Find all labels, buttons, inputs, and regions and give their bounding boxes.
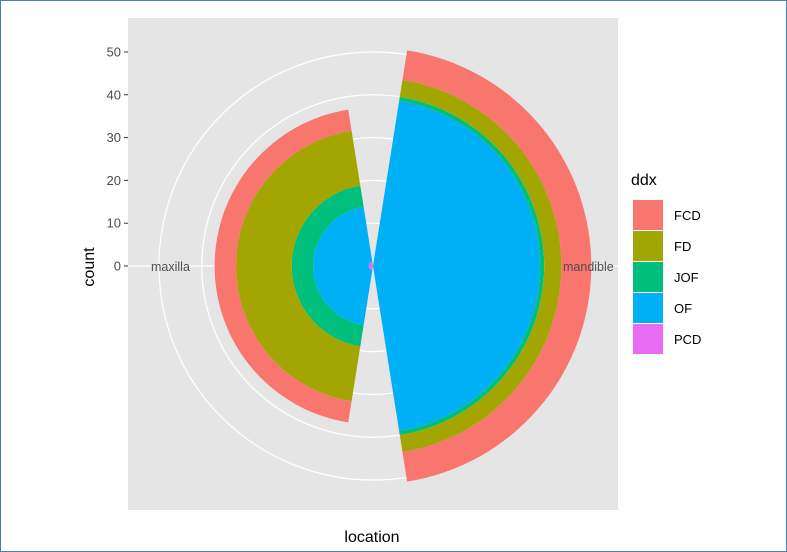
y-tick-label-20: 20 — [107, 173, 121, 188]
bar-mandible-FCD — [402, 50, 592, 482]
legend-label-FCD: FCD — [674, 208, 701, 223]
y-tick-label-40: 40 — [107, 87, 121, 102]
y-tick-label-50: 50 — [107, 44, 121, 59]
bar-maxilla-PCD — [368, 261, 373, 271]
legend-swatch-FCD — [633, 200, 663, 230]
y-axis-title: count — [81, 247, 98, 287]
bars-layer — [214, 50, 592, 482]
bar-maxilla-JOF — [291, 185, 364, 347]
bar-mandible-OF — [373, 101, 540, 431]
bar-mandible-FD — [399, 79, 562, 453]
y-tick-label-10: 10 — [107, 216, 121, 231]
legend-swatch-OF — [633, 293, 663, 323]
category-labels: maxilla mandible — [151, 260, 614, 274]
legend-swatch-JOF — [633, 262, 663, 292]
legend-label-FD: FD — [674, 239, 691, 254]
category-label-maxilla: maxilla — [151, 260, 190, 274]
legend-label-PCD: PCD — [674, 332, 701, 347]
x-axis-title: location — [344, 529, 399, 546]
y-tick-label-0: 0 — [114, 259, 121, 274]
legend-label-OF: OF — [674, 301, 692, 316]
legend: ddx FCD FD JOF OF PCD — [631, 172, 701, 354]
bar-maxilla-FCD — [214, 109, 352, 423]
category-label-mandible: mandible — [563, 260, 614, 274]
y-tick-label-30: 30 — [107, 130, 121, 145]
y-axis: 0 10 20 30 40 50 — [107, 44, 128, 274]
legend-swatch-PCD — [633, 324, 663, 354]
bar-maxilla-FD — [236, 130, 361, 402]
bar-maxilla-OF — [313, 206, 373, 326]
legend-title: ddx — [631, 172, 657, 189]
legend-swatch-FD — [633, 231, 663, 261]
legend-label-JOF: JOF — [674, 270, 699, 285]
